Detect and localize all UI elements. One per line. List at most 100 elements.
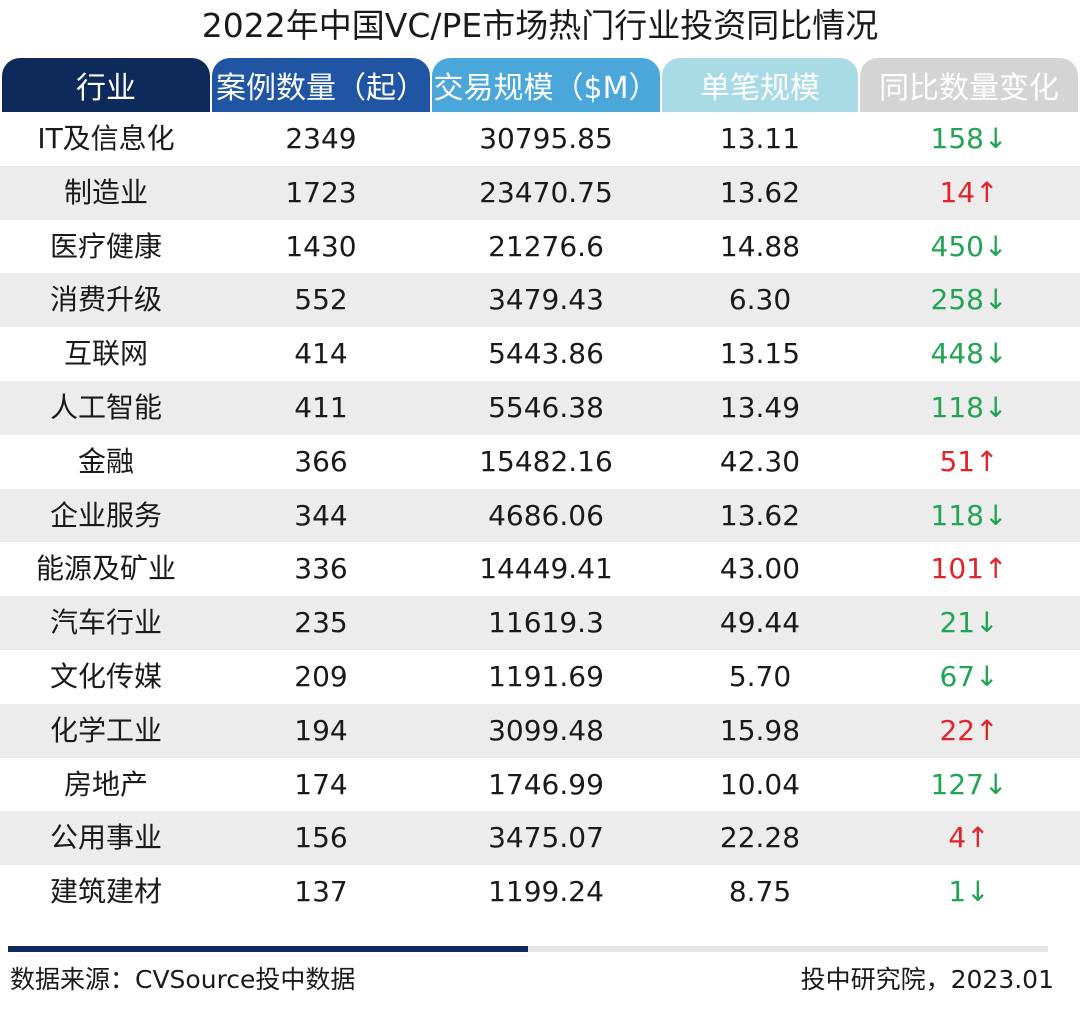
table-row: 人工智能 411 5546.38 13.49 118↓ [0,380,1080,435]
cell-avg: 10.04 [719,767,801,801]
change-value: 67 [939,659,976,693]
cell-change: 21↓ [860,596,1078,650]
arrow-down-icon: ↓ [983,767,1008,801]
change-value: 1 [948,875,967,909]
cell-volume: 11619.3 [488,606,604,640]
change-value: 448 [930,337,984,371]
change-value: 51 [939,444,976,478]
data-source: 数据来源：CVSource投中数据 [10,965,356,994]
table-row: 能源及矿业 336 14449.41 43.00 101↑ [0,542,1080,596]
header-cases: 案例数量（起） [212,58,430,112]
arrow-up-icon: ↑ [975,444,999,478]
table-row: 文化传媒 209 1191.69 5.70 67↓ [0,650,1080,704]
cell-change: 51↑ [860,435,1078,489]
change-value: 14 [939,175,976,209]
change-value: 21 [939,606,976,640]
cell-industry: 文化传媒 [49,659,162,693]
cell-avg: 42.30 [719,444,801,478]
table-row: IT及信息化 2349 30795.85 13.11 158↓ [0,112,1080,166]
arrow-down-icon: ↓ [975,606,999,640]
cell-avg: 5.70 [728,659,792,693]
arrow-up-icon: ↑ [983,552,1008,586]
progress-fill [8,946,528,952]
cell-volume: 21276.6 [488,229,604,263]
cell-cases: 2349 [285,122,357,155]
arrow-down-icon: ↓ [983,498,1008,532]
cell-volume: 30795.85 [479,122,613,155]
header-industry: 行业 [2,58,210,112]
table-row: 消费升级 552 3479.43 6.30 258↓ [0,273,1080,328]
chart-title: 2022年中国VC/PE市场热门行业投资同比情况 [201,6,879,45]
table-body: IT及信息化 2349 30795.85 13.11 158↓ 制造业 1723 23470.… [0,112,1080,919]
cell-cases: 137 [294,875,348,909]
cell-industry: 金融 [77,444,134,478]
cell-industry: 消费升级 [49,283,162,317]
cell-cases: 194 [294,713,348,747]
cell-avg: 49.44 [719,606,801,640]
cell-volume: 3479.43 [488,283,604,317]
cell-avg: 15.98 [719,713,801,747]
cell-change: 4↑ [860,811,1078,865]
cell-cases: 235 [294,606,348,640]
table-row: 企业服务 344 4686.06 13.62 118↓ [0,488,1080,543]
cell-industry: 汽车行业 [49,606,162,640]
cell-change: 1↓ [860,865,1078,919]
cell-industry: IT及信息化 [37,122,175,155]
cell-change: 127↓ [860,758,1078,812]
cell-change: 258↓ [860,273,1078,327]
cell-cases: 366 [294,444,348,478]
cell-cases: 411 [294,390,348,424]
cell-change: 118↓ [860,489,1078,543]
header-avg: 单笔规模 [662,58,858,112]
credit: 投中研究院，2023.01 [800,965,1054,994]
cell-volume: 3099.48 [488,713,604,747]
table-row: 化学工业 194 3099.48 15.98 22↑ [0,703,1080,758]
cell-cases: 1430 [285,229,357,263]
change-value: 158 [930,122,984,155]
cell-industry: 建筑建材 [49,875,162,909]
cell-change: 450↓ [860,220,1078,274]
cell-avg: 14.88 [719,229,801,263]
cell-cases: 344 [294,498,348,532]
table-row: 公用事业 156 3475.07 22.28 4↑ [0,811,1080,866]
table-row: 建筑建材 137 1199.24 8.75 1↓ [0,865,1080,919]
cell-volume: 14449.41 [479,552,613,586]
cell-volume: 3475.07 [488,821,604,855]
cell-avg: 22.28 [719,821,801,855]
cell-industry: 互联网 [63,337,148,371]
cell-industry: 医疗健康 [49,229,162,263]
change-value: 258 [930,283,984,317]
cell-industry: 化学工业 [49,713,162,747]
change-value: 101 [930,552,984,586]
cell-cases: 414 [294,337,348,371]
cell-change: 158↓ [860,112,1078,166]
cell-industry: 制造业 [63,175,148,209]
cell-volume: 4686.06 [488,498,604,532]
cell-change: 14↑ [860,166,1078,220]
change-value: 127 [930,767,984,801]
change-value: 450 [930,229,984,263]
table-header: 行业 案例数量（起） 交易规模（$M） 单笔规模 同比数量变化 [0,58,1080,112]
cell-volume: 5546.38 [488,390,604,424]
header-change: 同比数量变化 [860,58,1078,112]
arrow-down-icon: ↓ [966,875,990,909]
cell-industry: 企业服务 [49,498,162,532]
cell-volume: 5443.86 [488,337,604,371]
cell-cases: 552 [294,283,348,317]
cell-industry: 能源及矿业 [35,552,176,586]
cell-volume: 1199.24 [488,875,604,909]
cell-industry: 房地产 [63,767,148,801]
header-volume: 交易规模（$M） [432,58,660,112]
arrow-up-icon: ↑ [975,713,999,747]
cell-avg: 43.00 [719,552,801,586]
change-value: 22 [939,713,976,747]
arrow-up-icon: ↑ [966,821,990,855]
cell-avg: 8.75 [728,875,792,909]
table-row: 制造业 1723 23470.75 13.62 14↑ [0,165,1080,220]
table-row: 金融 366 15482.16 42.30 51↑ [0,435,1080,489]
cell-avg: 13.15 [719,337,801,371]
cell-avg: 13.11 [719,122,801,155]
cell-change: 22↑ [860,704,1078,758]
cell-industry: 人工智能 [49,390,162,424]
arrow-down-icon: ↓ [983,337,1008,371]
